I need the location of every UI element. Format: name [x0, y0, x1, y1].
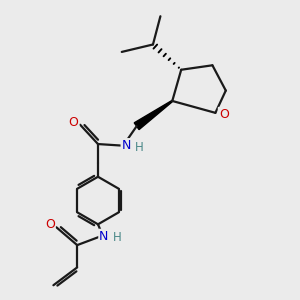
- Text: H: H: [113, 231, 122, 244]
- Text: O: O: [45, 218, 55, 231]
- Text: N: N: [122, 139, 131, 152]
- Text: H: H: [135, 140, 144, 154]
- Polygon shape: [134, 100, 172, 130]
- Text: N: N: [99, 230, 109, 243]
- Text: O: O: [69, 116, 79, 129]
- Text: O: O: [219, 108, 229, 121]
